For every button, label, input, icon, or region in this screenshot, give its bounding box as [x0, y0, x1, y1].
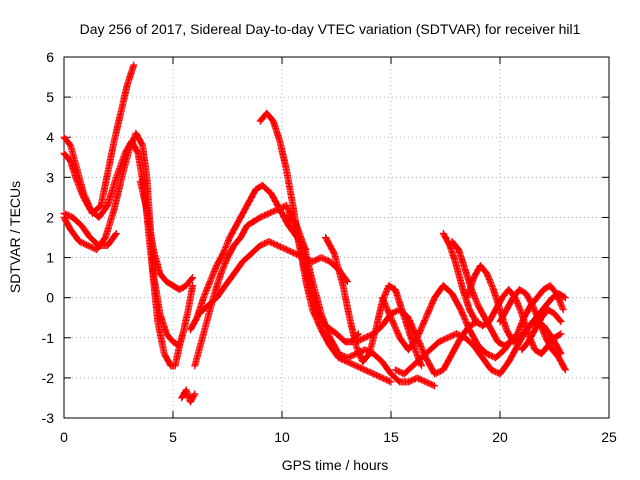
y-tick-label: 2 [46, 209, 54, 225]
series-6 [178, 386, 199, 406]
series-3-markers [60, 61, 138, 217]
y-tick-label: 3 [46, 169, 54, 185]
y-tick-label: -3 [42, 410, 55, 426]
series-14-markers [378, 282, 517, 362]
x-axis-label: GPS time / hours [282, 457, 389, 473]
data-series [60, 61, 569, 406]
x-tick-label: 20 [492, 429, 508, 445]
series-16 [439, 230, 565, 358]
series-2-markers [60, 129, 197, 350]
chart-title: Day 256 of 2017, Sidereal Day-to-day VTE… [80, 21, 581, 37]
y-tick-label: 5 [46, 89, 54, 105]
x-tick-label: 0 [60, 429, 68, 445]
series-11-markers [282, 213, 439, 390]
series-5 [136, 177, 197, 294]
y-tick-label: -1 [42, 330, 55, 346]
y-axis-ticks: -3 -2 -1 0 1 2 3 4 5 6 [42, 49, 609, 426]
x-tick-label: 10 [274, 429, 290, 445]
series-8-markers [186, 181, 310, 334]
y-tick-label: 6 [46, 49, 54, 65]
series-14 [378, 282, 517, 362]
x-tick-label: 5 [169, 429, 177, 445]
series-11 [282, 213, 439, 390]
series-3 [60, 61, 138, 217]
series-8 [186, 181, 310, 334]
y-tick-label: 0 [46, 290, 54, 306]
plot-frame [63, 56, 610, 419]
series-5-markers [136, 177, 197, 294]
y-tick-label: 4 [46, 129, 54, 145]
x-axis-ticks: 0 5 10 15 20 25 [60, 57, 617, 445]
x-tick-label: 15 [383, 429, 399, 445]
series-20-markers [518, 306, 565, 354]
series-4 [60, 209, 120, 249]
y-axis-label: SDTVAR / TECUs [7, 181, 23, 293]
series-6-markers [178, 386, 199, 406]
series-20 [518, 306, 565, 354]
y-tick-label: 1 [46, 250, 54, 266]
series-2 [60, 129, 197, 350]
series-16-markers [439, 230, 565, 358]
series-4-markers [60, 209, 120, 249]
x-tick-label: 25 [601, 429, 617, 445]
y-tick-label: -2 [42, 370, 55, 386]
